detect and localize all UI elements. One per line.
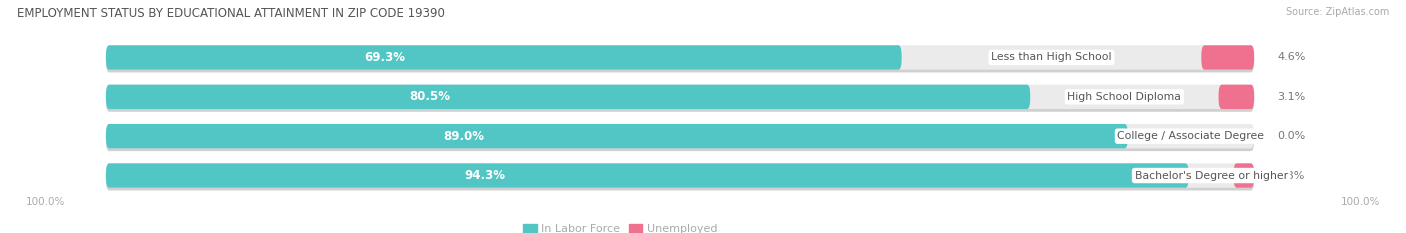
Text: 100.0%: 100.0% [1341,197,1381,207]
Text: 1.8%: 1.8% [1277,171,1306,181]
Text: 80.5%: 80.5% [409,90,450,103]
Text: 89.0%: 89.0% [443,130,484,143]
FancyBboxPatch shape [105,124,1254,148]
Text: High School Diploma: High School Diploma [1067,92,1181,102]
FancyBboxPatch shape [105,163,1188,188]
Text: College / Associate Degree: College / Associate Degree [1118,131,1264,141]
Text: 4.6%: 4.6% [1277,52,1306,62]
FancyBboxPatch shape [1201,45,1254,70]
Text: Less than High School: Less than High School [991,52,1112,62]
Text: Source: ZipAtlas.com: Source: ZipAtlas.com [1285,7,1389,17]
FancyBboxPatch shape [105,85,1031,109]
FancyBboxPatch shape [1233,163,1254,188]
FancyBboxPatch shape [105,48,1254,72]
Text: 3.1%: 3.1% [1277,92,1305,102]
FancyBboxPatch shape [1219,85,1254,109]
Legend: In Labor Force, Unemployed: In Labor Force, Unemployed [519,219,721,233]
FancyBboxPatch shape [105,127,1254,151]
FancyBboxPatch shape [105,45,1254,70]
Text: 69.3%: 69.3% [364,51,405,64]
FancyBboxPatch shape [105,45,901,70]
Text: 0.0%: 0.0% [1277,131,1305,141]
Text: Bachelor's Degree or higher: Bachelor's Degree or higher [1135,171,1288,181]
Text: 94.3%: 94.3% [464,169,505,182]
Text: 100.0%: 100.0% [25,197,65,207]
FancyBboxPatch shape [105,85,1254,109]
FancyBboxPatch shape [105,87,1254,112]
FancyBboxPatch shape [105,166,1254,191]
FancyBboxPatch shape [105,163,1254,188]
FancyBboxPatch shape [105,124,1128,148]
Text: EMPLOYMENT STATUS BY EDUCATIONAL ATTAINMENT IN ZIP CODE 19390: EMPLOYMENT STATUS BY EDUCATIONAL ATTAINM… [17,7,444,20]
